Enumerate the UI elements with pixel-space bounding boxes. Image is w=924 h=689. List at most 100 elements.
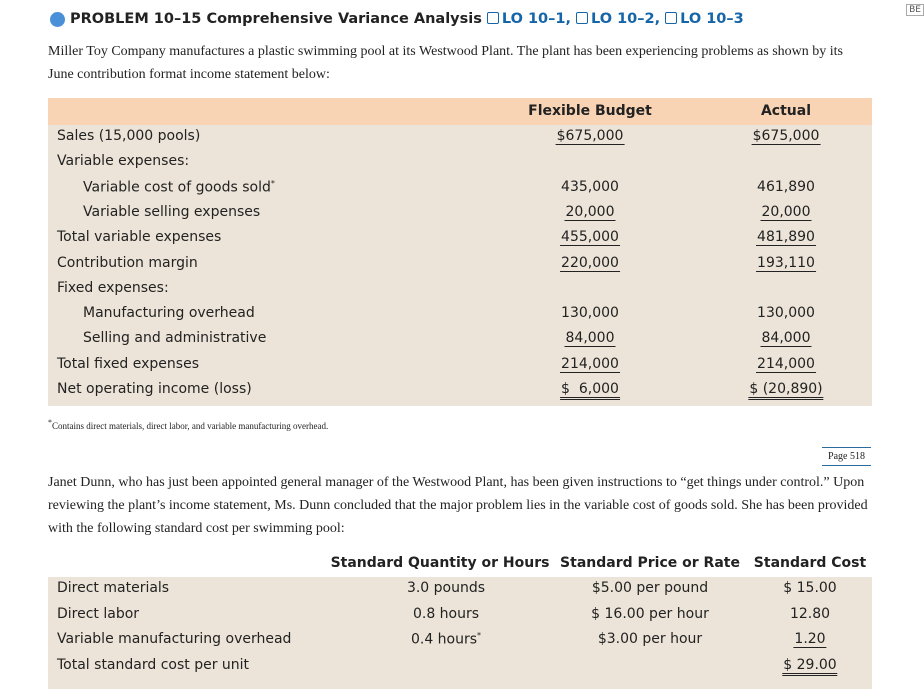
cell-text: $5.00 per pound [591, 580, 709, 596]
column-header: Flexible Budget [528, 103, 652, 119]
row-label: Selling and administrative [83, 330, 266, 346]
amount-text: $675,000 [751, 128, 821, 145]
amount: 455,000 [560, 229, 620, 247]
cell-text: $3.00 per hour [597, 631, 703, 647]
note-mark: * [477, 631, 482, 640]
row-label: Variable selling expenses [83, 204, 260, 220]
header: PROBLEM 10–15 Comprehensive Variance Ana… [70, 11, 744, 27]
cell-text: 3.0 pounds [406, 580, 486, 596]
cell-value: $3.00 per hour [598, 631, 702, 647]
footnote-mark: * [48, 418, 52, 427]
amount: 214,000 [756, 355, 816, 373]
row-label: Contribution margin [57, 255, 198, 271]
title: PROBLEM 10–15 Comprehensive Variance Ana… [70, 11, 482, 27]
page-marker: Page 518 [822, 447, 871, 466]
amount-text: $ 6,000 [560, 381, 620, 400]
column-header: Standard Cost [753, 555, 867, 571]
cell-text: $ 15.00 [783, 580, 837, 596]
row-label: Manufacturing overhead [83, 305, 255, 321]
row-label: Variable cost of goods sold* [83, 179, 275, 196]
cell-text: 1.20 [793, 631, 827, 648]
cell-value: 1.20 [793, 631, 827, 648]
link-icon [665, 12, 678, 24]
amount: 435,000 [561, 179, 619, 195]
cell-value: 0.4 hours* [411, 631, 481, 648]
cell-value: $ 16.00 per hour [591, 606, 709, 622]
row-label: Total variable expenses [57, 229, 221, 245]
cell-text: $ 16.00 per hour [591, 605, 709, 622]
amount-text: 20,000 [564, 203, 616, 221]
amount: 130,000 [561, 305, 619, 321]
cell-value: $ 15.00 [783, 580, 836, 596]
row-label: Variable manufacturing overhead [57, 631, 292, 647]
amount-text: 455,000 [560, 229, 620, 247]
amount-text: 20,000 [760, 203, 812, 221]
row-label: Direct materials [57, 580, 170, 596]
amount: 214,000 [560, 355, 620, 373]
amount-text: 193,110 [756, 254, 816, 272]
amount: 481,890 [756, 229, 816, 247]
label-text: Variable cost of goods sold [83, 179, 271, 196]
column-header: Standard Quantity or Hours [330, 555, 550, 571]
objective: LO 10–2, [590, 11, 661, 27]
label-text: Contribution margin [57, 254, 198, 271]
amount-text: $ (20,890) [748, 381, 824, 400]
cell-text: 12.80 [789, 605, 831, 622]
label-text: Manufacturing overhead [83, 305, 255, 322]
amount-text: $675,000 [555, 128, 625, 145]
column-header: Standard Price or Rate [560, 555, 740, 571]
row-label: Total fixed expenses [57, 356, 199, 372]
amount: 130,000 [757, 305, 815, 321]
row-label: Variable expenses: [57, 153, 189, 169]
amount-text: 84,000 [760, 330, 812, 348]
label-text: Variable selling expenses [83, 203, 261, 220]
note-mark: * [270, 178, 275, 188]
cell-text: 0.4 hours [410, 631, 478, 648]
amount-text: 130,000 [757, 305, 815, 322]
corner-tab: BE [906, 4, 924, 16]
amount: $ 6,000 [560, 381, 620, 400]
amount: 20,000 [564, 203, 616, 221]
cell-value: $ 29.00 [782, 656, 838, 676]
amount-text: 214,000 [756, 355, 816, 373]
cell-text: $ 29.00 [782, 656, 838, 676]
label-text: Net operating income (loss) [57, 381, 252, 397]
objective: LO 10–3 [680, 11, 744, 27]
amount-text: 220,000 [560, 254, 620, 272]
label-text: Sales (15,000 pools) [57, 128, 201, 144]
body: Janet Dunn, who has just been appointed … [48, 475, 868, 536]
amount-text: 84,000 [564, 330, 616, 348]
link-icon [486, 12, 499, 24]
row-label: Direct labor [57, 605, 140, 622]
label-text: Fixed expenses: [57, 279, 169, 296]
table-background [48, 577, 872, 689]
label-text: Variable expenses: [57, 153, 190, 170]
cell-value: $5.00 per pound [592, 580, 708, 596]
amount: 20,000 [760, 203, 812, 221]
amount: $675,000 [751, 128, 821, 145]
amount-text: 461,890 [757, 178, 815, 195]
footnote-text: Contains direct materials, direct labor,… [52, 421, 329, 431]
link-icon [575, 12, 588, 24]
table-background [48, 98, 872, 406]
amount-text: 435,000 [561, 178, 619, 195]
row-label: Sales (15,000 pools) [57, 128, 200, 144]
amount: 84,000 [564, 330, 616, 348]
row-label: Total standard cost per unit [57, 656, 250, 673]
column-header: Actual [760, 103, 812, 119]
amount: 193,110 [756, 254, 816, 272]
label-text: Selling and administrative [83, 330, 267, 347]
row-label: Net operating income (loss) [57, 381, 252, 397]
amount: 84,000 [760, 330, 812, 348]
intro: Miller Toy Company manufactures a plasti… [48, 44, 843, 82]
label-text: Total variable expenses [57, 229, 222, 246]
cell-text: 0.8 hours [412, 605, 480, 622]
cell-value: 12.80 [790, 606, 830, 622]
footnote: *Contains direct materials, direct labor… [48, 418, 328, 431]
row-label: Fixed expenses: [57, 280, 169, 296]
problem-icon [50, 12, 65, 27]
amount-text: 214,000 [560, 355, 620, 373]
amount-text: 130,000 [561, 305, 619, 322]
cell-value: 3.0 pounds [407, 580, 485, 596]
amount: $675,000 [555, 128, 625, 145]
